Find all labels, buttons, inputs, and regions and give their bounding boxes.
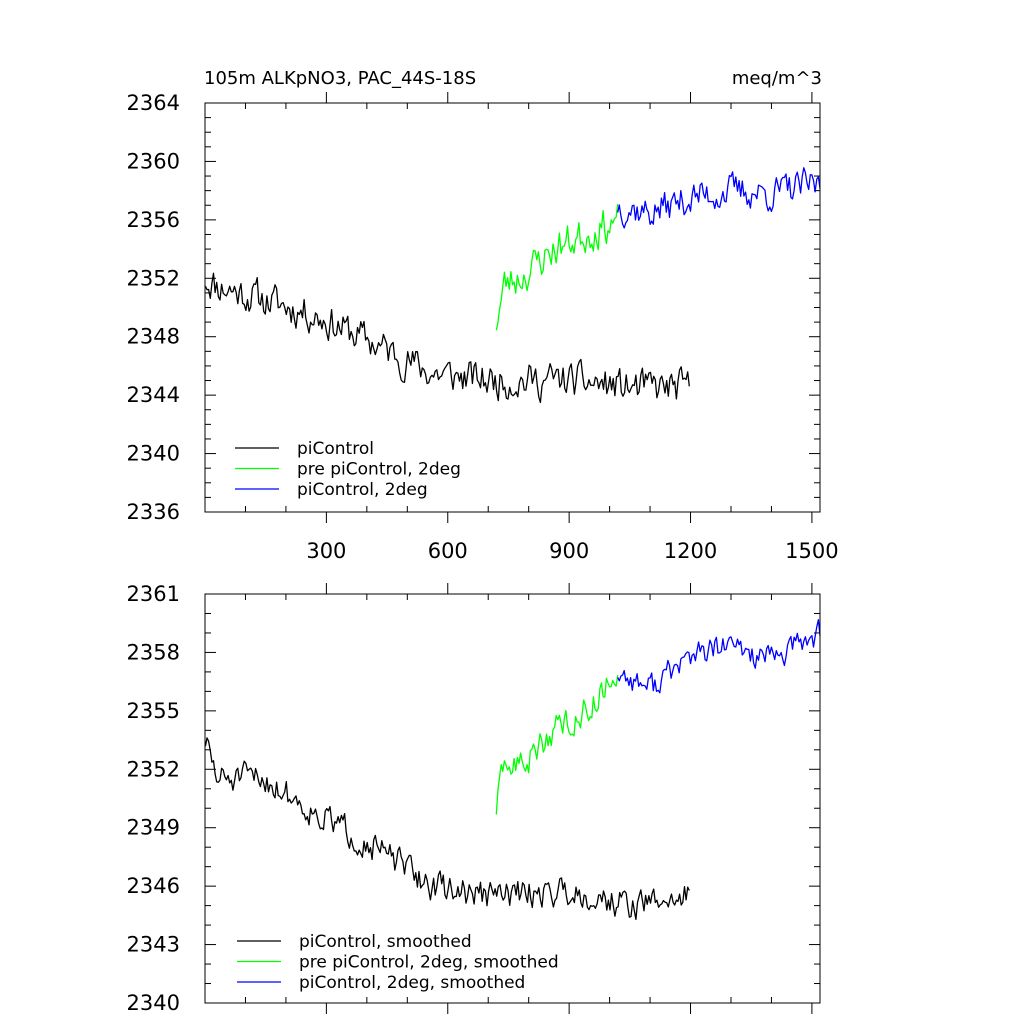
bottom-panel: 2340 2343 2346 2349 2352 2355 2358 2361 piContr… (127, 582, 821, 1015)
legend-label: piControl, 2deg (297, 480, 428, 500)
legend-label: pre piControl, 2deg (297, 460, 461, 480)
y-tick-label: 2361 (127, 582, 180, 606)
top-panel-title: 105m ALKpNO3, PAC_44S-18S (204, 68, 476, 89)
legend-label: piControl, 2deg, smoothed (299, 973, 525, 993)
x-tick-label: 300 (306, 539, 346, 563)
x-tick-label: 600 (428, 539, 468, 563)
y-tick-label: 2352 (127, 757, 180, 781)
x-tick-label: 900 (549, 539, 589, 563)
top-panel-frame (204, 102, 821, 513)
y-tick-label: 2355 (127, 699, 180, 723)
series-line-1 (495, 675, 619, 815)
bottom-panel-series (204, 619, 821, 921)
legend-label: pre piControl, 2deg, smoothed (299, 953, 559, 973)
legend-label: piControl (297, 439, 374, 459)
y-tick-label: 2340 (127, 442, 180, 466)
series-line-2 (617, 619, 821, 694)
top-panel-units: meq/m^3 (732, 68, 822, 89)
bottom-panel-frame (204, 593, 821, 1004)
bottom-panel-ticks: 2340 2343 2346 2349 2352 2355 2358 2361 (127, 582, 820, 1015)
y-tick-label: 2346 (127, 874, 180, 898)
top-panel: 105m ALKpNO3, PAC_44S-18S meq/m^3 233623… (127, 68, 839, 563)
top-panel-ticks: 2336 2340 2344 2348 2352 2356 2360 2364 300 600 90… (127, 91, 839, 563)
y-tick-label: 2336 (127, 500, 180, 524)
y-tick-label: 2352 (127, 266, 180, 290)
y-tick-label: 2340 (127, 991, 180, 1015)
y-tick-label: 2349 (127, 816, 180, 840)
x-tick-label: 1200 (664, 539, 717, 563)
series-line-0 (204, 272, 690, 404)
y-tick-label: 2356 (127, 208, 180, 232)
y-tick-label: 2358 (127, 640, 180, 664)
y-tick-label: 2344 (127, 383, 180, 407)
legend-label: piControl, smoothed (299, 932, 472, 952)
top-panel-series (204, 167, 821, 404)
x-tick-label: 1500 (785, 539, 838, 563)
y-tick-label: 2360 (127, 149, 180, 173)
y-tick-label: 2364 (127, 91, 180, 115)
series-line-1 (495, 204, 619, 331)
series-line-0 (204, 737, 690, 921)
y-tick-label: 2343 (127, 933, 180, 957)
y-tick-label: 2348 (127, 325, 180, 349)
series-line-2 (617, 167, 821, 229)
